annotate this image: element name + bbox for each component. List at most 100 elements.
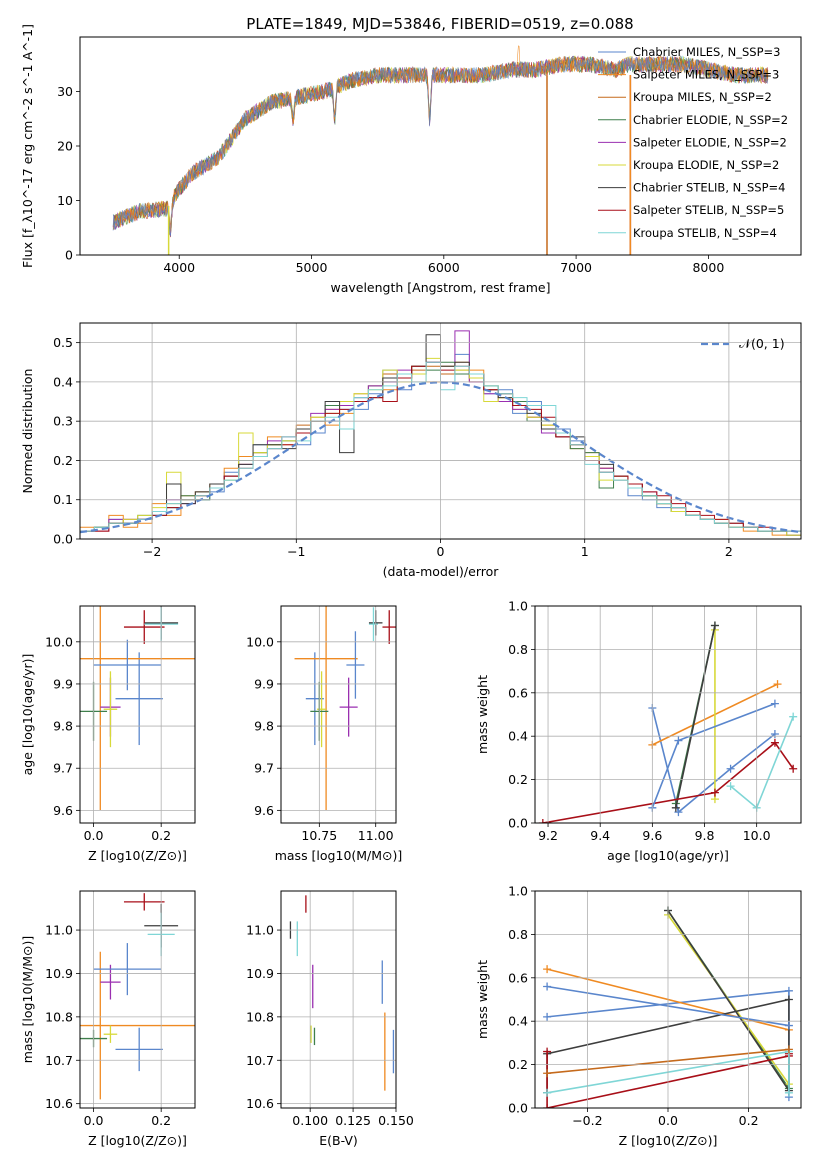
weight-marker — [543, 1047, 552, 1056]
x-tick-label: −1 — [287, 544, 305, 559]
y-axis-label: mass weight — [475, 960, 490, 1039]
axes-frame — [79, 605, 196, 824]
axes-frame — [79, 890, 196, 1109]
y-tick-label: 0.1 — [53, 492, 73, 507]
y-tick-label: 10.8 — [45, 1009, 73, 1024]
weight-marker — [543, 1104, 552, 1108]
y-tick-label: 1.0 — [508, 599, 528, 614]
x-tick-label: 4000 — [163, 260, 195, 275]
x-tick-label: −0.2 — [572, 1113, 602, 1128]
weight-marker — [543, 1088, 552, 1097]
x-tick-label: 0.150 — [378, 1113, 414, 1128]
y-axis-label: mass weight — [475, 675, 490, 754]
y-axis-label: mass [log10(M/M⊙)] — [20, 936, 35, 1064]
y-tick-label: 9.6 — [254, 803, 274, 818]
spectrum-legend: Chabrier MILES, N_SSP=3 Salpeter MILES, N… — [598, 45, 788, 240]
weight-marker — [538, 819, 547, 823]
y-axis-label: Flux [f_λ10^-17 erg cm^-2 s^-1 A^-1] — [20, 24, 35, 268]
axes-frame — [534, 890, 802, 1109]
weight-marker — [784, 995, 793, 1004]
legend-label: Salpeter ELODIE, N_SSP=2 — [633, 135, 787, 149]
weight-marker — [773, 680, 782, 689]
y-tick-label: 10.8 — [246, 1009, 274, 1024]
y-tick-label: 0.5 — [53, 335, 73, 350]
y-tick-label: 0.0 — [508, 1101, 528, 1116]
x-tick-label: 10.0 — [743, 828, 771, 843]
x-axis-label: mass [log10(M/M⊙)] — [275, 848, 403, 863]
weight-marker — [671, 803, 680, 812]
weight-marker — [543, 1012, 552, 1021]
y-tick-label: 10.0 — [45, 634, 73, 649]
y-tick-label: 0.3 — [53, 414, 73, 429]
x-tick-label: 9.6 — [642, 828, 662, 843]
panel-residuals: −2 −1 0 1 2 0.0 0.1 0.2 0.3 0.4 0.5 (data-model)/er… — [20, 322, 802, 579]
weight-marker — [784, 1021, 793, 1030]
weight-marker — [543, 965, 552, 974]
y-tick-label: 9.9 — [53, 676, 73, 691]
panel-mass_vs_Z: 0.0 0.2 10.6 10.7 10.8 10.9 11.0 Z [log10(Z/Z⊙)… — [20, 890, 196, 1148]
x-tick-label: 0.2 — [739, 1113, 759, 1128]
legend-label: Chabrier ELODIE, N_SSP=2 — [633, 113, 788, 127]
y-tick-label: 0.6 — [508, 685, 528, 700]
weight-marker — [674, 736, 683, 745]
weight-marker — [710, 621, 719, 630]
x-tick-label: 0.125 — [335, 1113, 371, 1128]
y-tick-label: 10.6 — [45, 1096, 73, 1111]
axes-frame — [534, 605, 802, 824]
y-tick-label: 10.6 — [246, 1096, 274, 1111]
x-axis-label: Z [log10(Z/Z⊙)] — [619, 1133, 718, 1148]
y-tick-label: 0.2 — [508, 1057, 528, 1072]
residuals-legend: 𝒩(0, 1) — [701, 336, 785, 351]
x-tick-label: 7000 — [560, 260, 592, 275]
plot-area-spectrum — [112, 45, 769, 255]
panel-mass_vs_EBV: 0.100 0.125 0.150 10.6 10.7 10.8 10.9 11.0 E(B-V… — [246, 890, 414, 1148]
weight-line — [542, 741, 794, 823]
y-tick-label: 9.8 — [254, 719, 274, 734]
y-tick-label: 10.7 — [246, 1053, 274, 1068]
weight-marker — [543, 982, 552, 991]
y-tick-label: 9.7 — [254, 761, 274, 776]
weight-marker — [674, 808, 683, 817]
x-tick-label: 9.2 — [538, 828, 558, 843]
x-axis-label: (data-model)/error — [383, 564, 500, 579]
x-tick-label: 0.0 — [84, 1113, 104, 1128]
x-tick-label: 11.00 — [358, 828, 394, 843]
x-tick-label: 9.8 — [695, 828, 715, 843]
spectrum-line-0 — [112, 55, 769, 237]
weight-marker — [770, 730, 779, 739]
y-tick-label: 0.0 — [508, 816, 528, 831]
x-tick-label: 6000 — [428, 260, 460, 275]
x-axis-label: wavelength [Angstrom, rest frame] — [330, 280, 550, 295]
x-tick-label: 8000 — [692, 260, 724, 275]
weight-marker — [789, 764, 798, 773]
legend-label: Kroupa STELIB, N_SSP=4 — [633, 226, 777, 240]
plot-area-mass_vs_EBV — [289, 895, 395, 1091]
y-tick-label: 10 — [57, 193, 73, 208]
x-tick-label: 0.100 — [292, 1113, 328, 1128]
y-tick-label: 30 — [57, 84, 73, 99]
axes-frame — [79, 36, 802, 256]
y-tick-label: 9.9 — [254, 676, 274, 691]
axes-frame — [280, 605, 397, 824]
x-tick-label: 9.4 — [590, 828, 610, 843]
legend-label: Chabrier MILES, N_SSP=3 — [633, 45, 780, 59]
x-tick-label: 2 — [725, 544, 733, 559]
y-tick-label: 10.9 — [45, 966, 73, 981]
panel-spectrum: 4000 5000 6000 7000 8000 0 10 20 30 wavelength [A… — [20, 24, 802, 295]
x-axis-label: Z [log10(Z/Z⊙)] — [88, 1133, 187, 1148]
x-tick-label: 0.0 — [658, 1113, 678, 1128]
axes-frame — [280, 890, 397, 1109]
weight-marker — [784, 986, 793, 995]
panel-age_vs_Z: 0.0 0.2 9.6 9.7 9.8 9.9 10.0 Z [log10(Z/Z⊙)] age… — [20, 605, 196, 863]
weight-marker — [726, 764, 735, 773]
y-tick-label: 10.9 — [246, 966, 274, 981]
legend-label: Salpeter STELIB, N_SSP=5 — [633, 203, 784, 217]
y-axis-label: age [log10(age/yr)] — [20, 654, 35, 776]
y-tick-label: 9.8 — [53, 719, 73, 734]
y-tick-label: 20 — [57, 139, 73, 154]
y-tick-label: 0.4 — [508, 1014, 528, 1029]
x-tick-label: −2 — [143, 544, 161, 559]
y-tick-label: 0.2 — [53, 453, 73, 468]
